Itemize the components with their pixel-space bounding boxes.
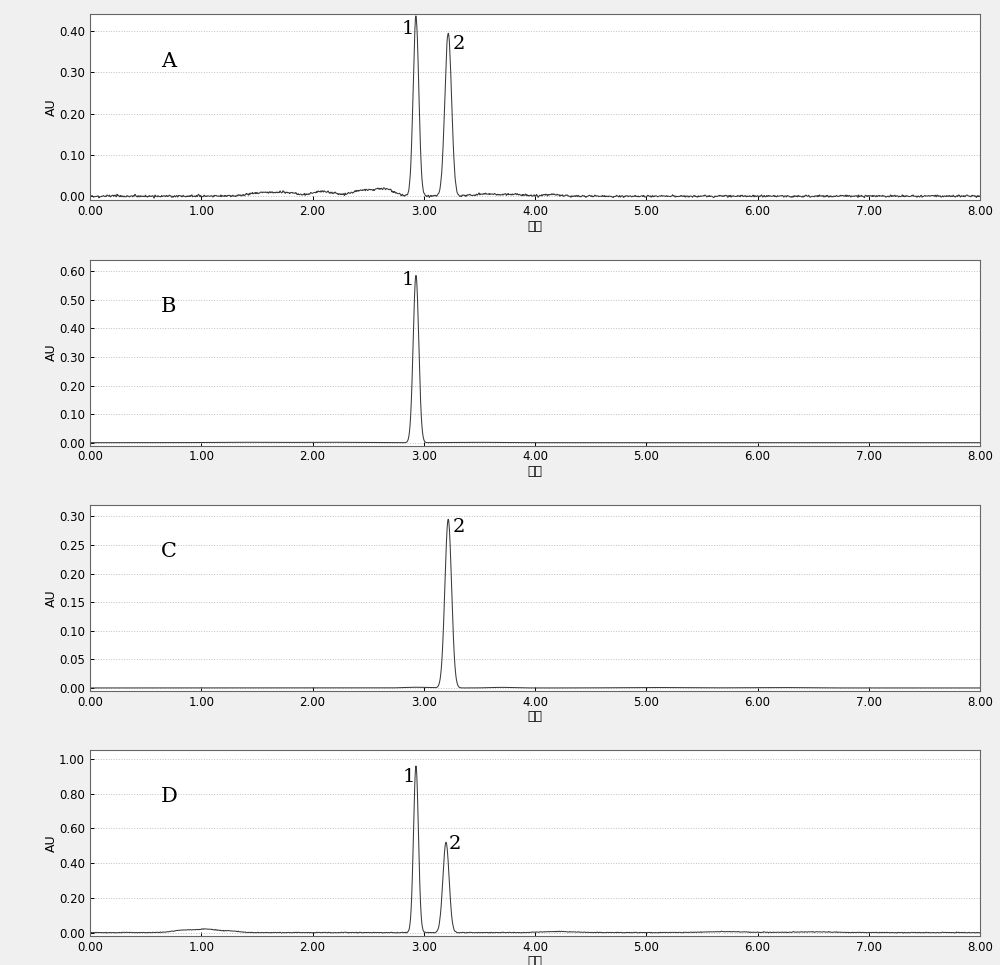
Text: 2: 2 bbox=[449, 835, 461, 853]
Text: 1: 1 bbox=[403, 768, 415, 786]
Text: 1: 1 bbox=[402, 19, 414, 38]
Text: 2: 2 bbox=[453, 35, 466, 53]
Y-axis label: AU: AU bbox=[45, 835, 58, 852]
Y-axis label: AU: AU bbox=[45, 344, 58, 362]
X-axis label: 分钟: 分钟 bbox=[528, 955, 542, 965]
Text: C: C bbox=[161, 542, 177, 562]
Text: 2: 2 bbox=[453, 518, 466, 537]
X-axis label: 分钟: 分钟 bbox=[528, 710, 542, 723]
X-axis label: 分钟: 分钟 bbox=[528, 465, 542, 478]
Y-axis label: AU: AU bbox=[45, 589, 58, 607]
Text: 1: 1 bbox=[402, 271, 414, 289]
X-axis label: 分钟: 分钟 bbox=[528, 219, 542, 233]
Y-axis label: AU: AU bbox=[45, 98, 58, 116]
Text: B: B bbox=[161, 297, 177, 316]
Text: D: D bbox=[161, 787, 178, 807]
Text: A: A bbox=[161, 52, 176, 70]
